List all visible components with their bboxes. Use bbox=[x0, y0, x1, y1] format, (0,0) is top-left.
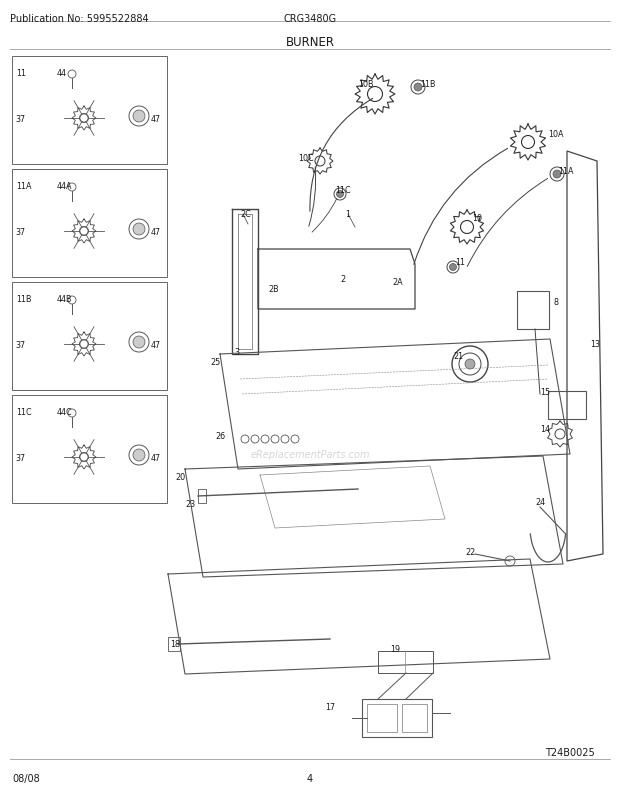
Circle shape bbox=[133, 111, 145, 123]
Text: 47: 47 bbox=[151, 341, 161, 350]
Text: 10A: 10A bbox=[548, 130, 564, 139]
Bar bbox=[362, 699, 432, 737]
Text: 15: 15 bbox=[540, 387, 550, 396]
Text: 11: 11 bbox=[16, 69, 26, 78]
Bar bbox=[12, 282, 167, 391]
Circle shape bbox=[465, 359, 475, 370]
Text: 2B: 2B bbox=[268, 285, 278, 294]
Text: 44: 44 bbox=[57, 69, 67, 78]
Text: CRG3480G: CRG3480G bbox=[283, 14, 337, 24]
Text: 14: 14 bbox=[540, 424, 550, 433]
Text: 20: 20 bbox=[175, 472, 185, 481]
Text: 10C: 10C bbox=[298, 154, 314, 163]
Text: 26: 26 bbox=[215, 431, 225, 440]
Text: 37: 37 bbox=[15, 341, 25, 350]
Text: 37: 37 bbox=[15, 228, 25, 237]
Circle shape bbox=[414, 84, 422, 92]
Text: Publication No: 5995522884: Publication No: 5995522884 bbox=[10, 14, 149, 24]
Bar bbox=[12, 170, 167, 277]
Circle shape bbox=[133, 449, 145, 461]
Text: 24: 24 bbox=[535, 497, 545, 506]
Text: 4: 4 bbox=[307, 773, 313, 783]
Text: 10: 10 bbox=[472, 214, 482, 223]
Text: 18: 18 bbox=[170, 639, 180, 648]
Text: 21: 21 bbox=[453, 351, 463, 361]
Bar bbox=[168, 638, 180, 651]
Text: 44B: 44B bbox=[57, 294, 73, 304]
Bar bbox=[517, 292, 549, 330]
Text: 44C: 44C bbox=[57, 407, 73, 416]
Bar bbox=[198, 489, 206, 504]
Text: 3: 3 bbox=[234, 347, 239, 357]
Text: 23: 23 bbox=[185, 500, 195, 508]
Text: 2A: 2A bbox=[392, 277, 402, 286]
Circle shape bbox=[133, 224, 145, 236]
Text: eReplacementParts.com: eReplacementParts.com bbox=[250, 449, 370, 460]
Text: 11B: 11B bbox=[16, 294, 32, 304]
Circle shape bbox=[337, 191, 343, 198]
Text: 11A: 11A bbox=[16, 182, 32, 191]
Text: 11C: 11C bbox=[335, 186, 351, 195]
Text: 37: 37 bbox=[15, 453, 25, 463]
Text: T24B0025: T24B0025 bbox=[545, 747, 595, 757]
Text: 10B: 10B bbox=[358, 80, 373, 89]
Circle shape bbox=[133, 337, 145, 349]
Text: 44A: 44A bbox=[57, 182, 73, 191]
Bar bbox=[402, 704, 427, 732]
Text: 11: 11 bbox=[455, 257, 465, 267]
Bar bbox=[12, 57, 167, 164]
Bar bbox=[548, 391, 586, 419]
Text: 17: 17 bbox=[325, 702, 335, 711]
Text: 11A: 11A bbox=[558, 167, 574, 176]
Text: 11B: 11B bbox=[420, 80, 435, 89]
Text: 37: 37 bbox=[15, 115, 25, 124]
Text: 2: 2 bbox=[340, 274, 345, 284]
Text: 11C: 11C bbox=[16, 407, 32, 416]
Text: 8: 8 bbox=[554, 298, 559, 306]
Text: 47: 47 bbox=[151, 228, 161, 237]
Text: 19: 19 bbox=[390, 644, 400, 653]
Circle shape bbox=[553, 171, 561, 179]
Text: BURNER: BURNER bbox=[285, 36, 335, 49]
Text: 08/08: 08/08 bbox=[12, 773, 40, 783]
Text: 47: 47 bbox=[151, 115, 161, 124]
Text: 1: 1 bbox=[345, 210, 350, 219]
Bar bbox=[378, 651, 433, 673]
Circle shape bbox=[450, 264, 456, 271]
Bar bbox=[367, 704, 397, 732]
Text: 2C: 2C bbox=[240, 210, 250, 219]
Text: 47: 47 bbox=[151, 453, 161, 463]
Text: 25: 25 bbox=[210, 358, 220, 367]
Text: 22: 22 bbox=[465, 547, 476, 557]
Text: 13: 13 bbox=[590, 339, 600, 349]
Bar bbox=[12, 395, 167, 504]
